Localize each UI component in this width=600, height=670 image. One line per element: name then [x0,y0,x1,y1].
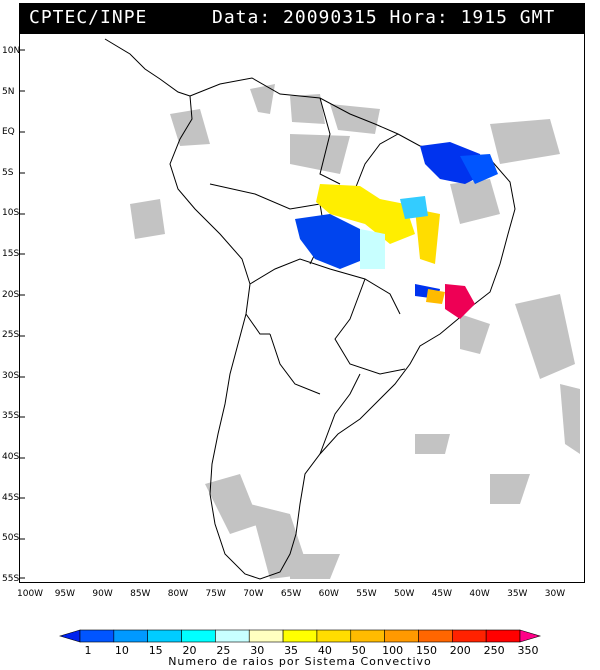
cluster-yellow-ne [415,209,440,264]
colorbar-swatch [215,629,250,643]
colorbar-swatch [248,629,284,643]
cluster-lightcyan [360,229,385,269]
lat-label: 10S [2,208,20,219]
lon-label: 65W [280,589,302,599]
cluster-cyan [400,196,428,219]
colorbar-swatch [181,629,216,643]
colorbar-swatch [384,629,419,643]
map-header: CPTEC/INPE Data: 20090315 Hora: 1915 GMT [19,3,585,33]
lon-label: 30W [544,589,566,599]
cluster-blue-ne2 [460,154,498,184]
lat-label: 50S [2,533,20,544]
colorbar-label: 200 [450,644,471,657]
lon-label: 55W [356,589,377,599]
lat-label: EQ [2,127,15,138]
colorbar: 1 10 15 20 25 30 35 40 50 100 150 200 250 350 [58,629,542,657]
colorbar-label: 100 [382,644,403,657]
lat-label: 5N [2,86,15,97]
lon-label: 95W [54,589,76,599]
lon-label: 45W [431,589,453,599]
cluster-blue-west [295,214,365,269]
colorbar-swatch [485,629,521,643]
colorbar-label: 25 [216,644,230,657]
lat-label: 25S [2,330,20,341]
lon-label: 60W [318,589,339,599]
lat-label: 55S [2,573,20,584]
cluster-blue-ne [420,142,485,184]
colorbar-label: 50 [352,644,366,657]
datetime-label: Data: 20090315 Hora: 1915 GMT [212,7,556,28]
cluster-yellow-center [316,184,415,244]
lon-label: 100W [17,589,44,599]
colorbar-swatch [418,629,453,643]
colorbar-swatch [147,629,182,643]
colorbar-swatch [79,629,115,643]
lightning-map[interactable] [19,33,585,583]
lon-label: 40W [469,589,490,599]
lat-label: 45S [2,492,20,503]
colorbar-swatch [519,629,542,643]
colorbar-swatch [452,629,487,643]
cluster-orange [426,289,445,304]
lat-label: 15S [2,249,20,259]
colorbar-swatch [58,629,81,643]
lat-label: 20S [2,289,20,300]
cluster-magenta [445,284,475,319]
lat-label: 5S [2,167,14,178]
colorbar-swatch [350,629,385,643]
lon-label: 90W [92,589,113,599]
map-ticks [20,49,25,579]
colorbar-label: 1 [85,644,92,657]
colorbar-swatch [282,629,318,643]
cloud-cover [130,84,580,579]
lat-label: 35S [2,411,20,422]
lon-label: 50W [394,589,415,599]
lon-label: 85W [130,589,151,599]
colorbar-label: 20 [183,644,197,657]
colorbar-label: 35 [284,644,298,657]
colorbar-swatch [316,629,352,643]
colorbar-label: 40 [318,644,332,657]
lightning-clusters [295,142,498,319]
colorbar-label: 30 [250,644,264,657]
lat-label: 30S [2,370,20,381]
colorbar-label: 150 [416,644,437,657]
colorbar-swatch [113,629,148,643]
map-svg [20,38,580,580]
source-label: CPTEC/INPE [29,7,148,28]
lat-label: 40S [2,452,20,462]
colorbar-label: 250 [484,644,505,657]
colorbar-label: 350 [518,644,539,657]
lat-label: 10N [2,46,21,56]
lon-label: 35W [507,589,528,599]
colorbar-label: 10 [115,644,129,657]
lon-label: 70W [243,589,264,599]
colorbar-caption: Numero de raios por Sistema Convectivo [168,655,432,668]
lon-label: 75W [205,589,226,599]
lon-label: 80W [167,589,189,599]
colorbar-label: 15 [149,644,163,657]
